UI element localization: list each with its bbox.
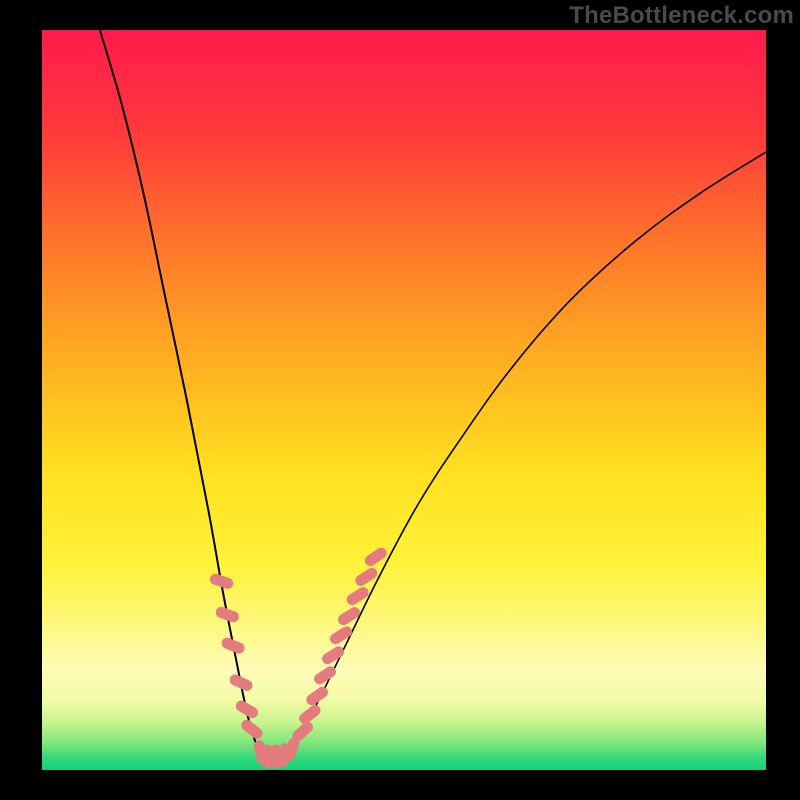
chart-container: TheBottleneck.com bbox=[0, 0, 800, 800]
chart-svg bbox=[0, 0, 800, 800]
plot-background bbox=[42, 30, 766, 770]
